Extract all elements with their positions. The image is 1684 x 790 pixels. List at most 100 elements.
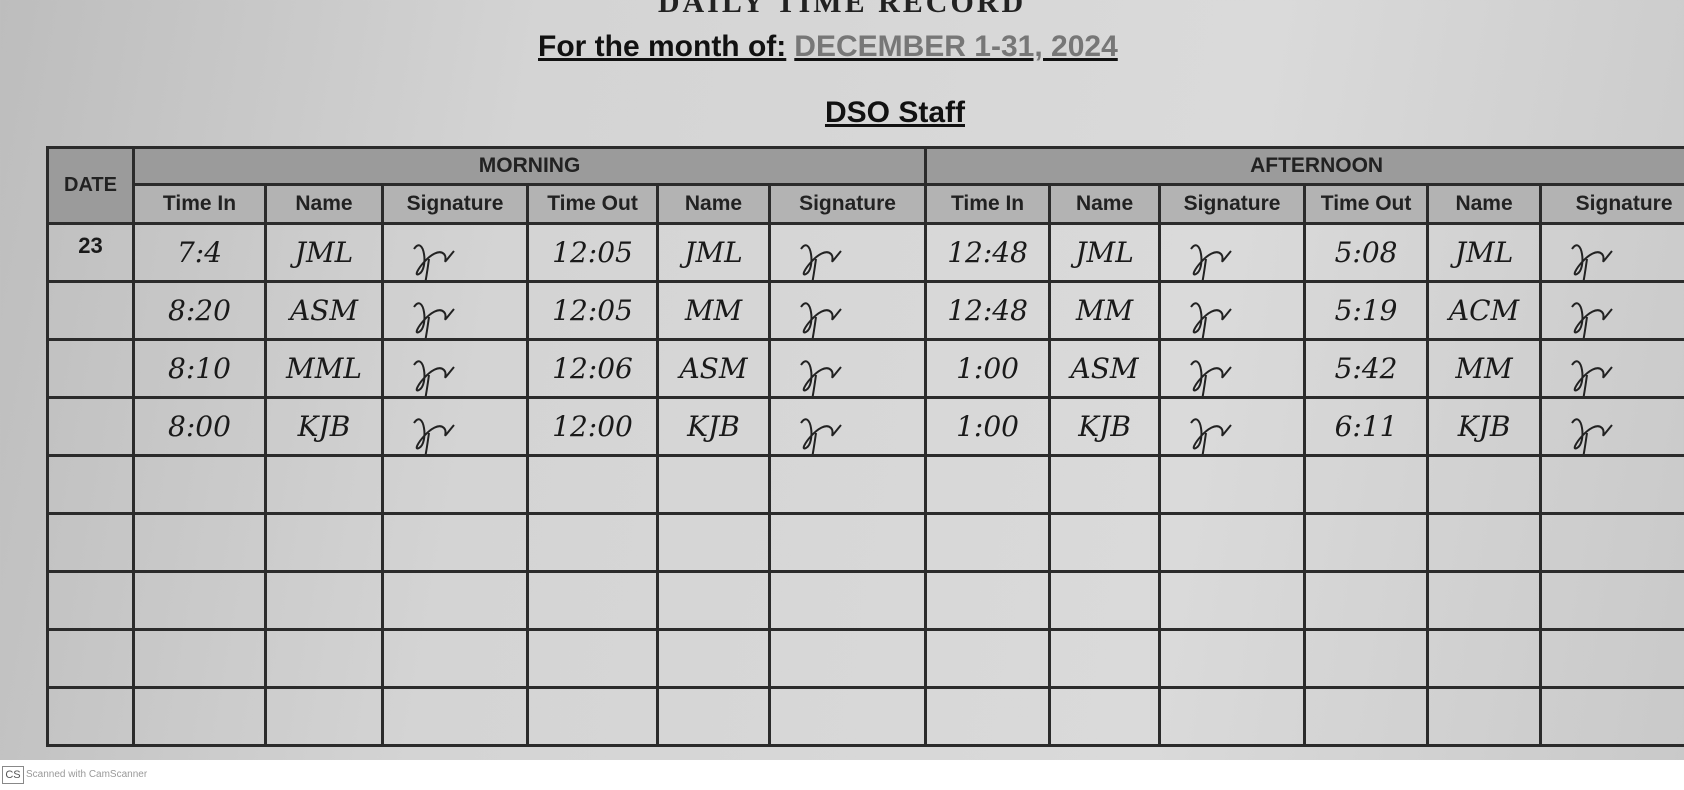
group-header: AFTERNOON (924, 146, 1684, 186)
cell: ASM (264, 280, 384, 341)
blank-cell (656, 686, 771, 747)
blank-cell (1158, 512, 1307, 573)
blank-cell (1158, 570, 1307, 631)
date-cell (46, 338, 135, 399)
blank-cell (1426, 454, 1543, 515)
signature-stroke (800, 418, 842, 453)
time-record-table: DATE MORNING AFTERNOON Time In Name Signature… (46, 146, 1684, 747)
blank-cell (1158, 628, 1307, 689)
column-header: Signature (381, 183, 529, 225)
cell: MM (1048, 280, 1162, 341)
blank-cell (656, 512, 771, 573)
column-header: Time In (132, 183, 267, 225)
blank-cell (924, 570, 1052, 631)
cell: 12:48 (924, 280, 1052, 341)
blank-cell (132, 686, 267, 747)
signature-stroke (413, 244, 455, 279)
blank-cell (264, 686, 384, 747)
signature-stroke (413, 360, 455, 395)
blank-row (46, 512, 1684, 573)
blank-cell (767, 454, 928, 515)
cell: 7:4 (132, 222, 267, 283)
cell: 12:05 (526, 280, 659, 341)
cell (1158, 280, 1307, 341)
cell: 8:00 (132, 396, 267, 457)
cell (767, 222, 928, 283)
signature-stroke (800, 302, 842, 337)
blank-cell (264, 454, 384, 515)
cell: 5:19 (1303, 280, 1430, 341)
cell: MM (1426, 338, 1543, 399)
cell: ACM (1426, 280, 1543, 341)
blank-cell (1426, 686, 1543, 747)
blank-cell (132, 628, 267, 689)
signature (413, 360, 455, 395)
column-header-row: Time In Name Signature Time Out Name Signatur… (48, 183, 1684, 225)
blank-cell (924, 454, 1052, 515)
office: DSO Staff (824, 96, 965, 129)
blank-cell (1048, 454, 1162, 515)
cell: KJB (1426, 396, 1543, 457)
signature (1190, 360, 1232, 395)
cell (1158, 338, 1307, 399)
cell (381, 338, 529, 399)
blank-row (46, 454, 1684, 515)
month: DECEMBER 1-31, 2024 (794, 30, 1118, 63)
cell: JML (1426, 222, 1543, 283)
blank-cell (46, 512, 135, 573)
signature (1190, 244, 1232, 279)
signature-stroke (1190, 418, 1232, 453)
blank-cell (264, 570, 384, 631)
column-header: Time In (924, 183, 1052, 225)
column-header: Name (264, 183, 384, 225)
column-header: Time Out (1303, 183, 1430, 225)
blank-cell (1303, 570, 1430, 631)
blank-cell (924, 512, 1052, 573)
cell: 8:20 (132, 280, 267, 341)
signature (1571, 244, 1613, 279)
table-wrap: DATE MORNING AFTERNOON Time In Name Signature… (46, 146, 1684, 760)
signature (1190, 418, 1232, 453)
blank-cell (924, 628, 1052, 689)
blank-cell (264, 512, 384, 573)
cell: 1:00 (924, 396, 1052, 457)
cell: JML (264, 222, 384, 283)
cell: 12:05 (526, 222, 659, 283)
blank-cell (656, 570, 771, 631)
signature (800, 418, 842, 453)
signature (1571, 360, 1613, 395)
blank-cell (381, 628, 529, 689)
cell: KJB (264, 396, 384, 457)
date-cell (46, 396, 135, 457)
blank-cell (1539, 512, 1684, 573)
column-header: Name (1426, 183, 1543, 225)
blank-cell (381, 570, 529, 631)
cell: MM (656, 280, 771, 341)
signature-stroke (1571, 302, 1613, 337)
date-cell (46, 280, 135, 341)
blank-cell (1158, 454, 1307, 515)
cell (381, 396, 529, 457)
blank-cell (132, 570, 267, 631)
column-header: Signature (767, 183, 928, 225)
cell (1158, 396, 1307, 457)
blank-cell (1048, 512, 1162, 573)
cell: 12:06 (526, 338, 659, 399)
blank-cell (132, 512, 267, 573)
blank-cell (1539, 570, 1684, 631)
cell: ASM (656, 338, 771, 399)
blank-cell (1426, 628, 1543, 689)
signature-stroke (1190, 244, 1232, 279)
blank-cell (1048, 570, 1162, 631)
date-cell: 23 (46, 222, 135, 283)
signature-stroke (800, 360, 842, 395)
signature-stroke (800, 244, 842, 279)
blank-cell (1048, 686, 1162, 747)
scanner-text: Scanned with CamScanner (26, 769, 148, 780)
cell (767, 280, 928, 341)
blank-row (46, 570, 1684, 631)
column-header: Name (1048, 183, 1162, 225)
column-header: Signature (1158, 183, 1307, 225)
blank-cell (381, 686, 529, 747)
